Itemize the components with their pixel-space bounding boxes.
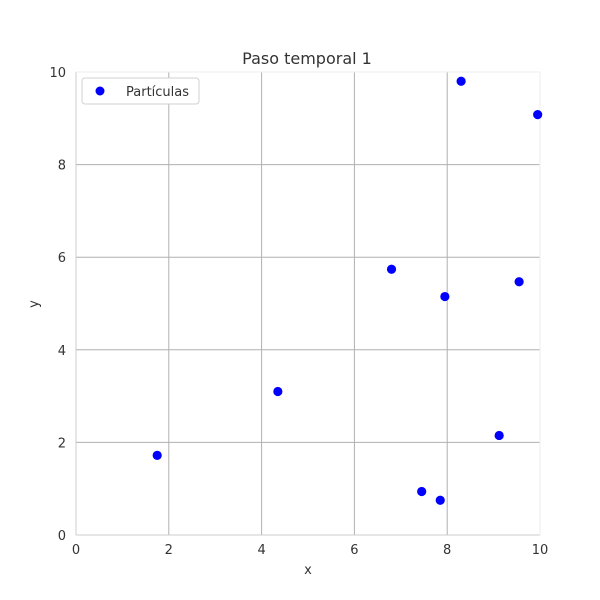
chart-title: Paso temporal 1 — [242, 49, 372, 68]
y-axis-label: y — [27, 300, 42, 308]
x-tick-label: 4 — [257, 543, 265, 558]
x-tick-label: 6 — [350, 543, 358, 558]
tick-labels: 0 2 4 6 8 10 0 2 4 6 8 10 — [49, 66, 548, 558]
axes — [75, 71, 541, 536]
particle-point — [386, 264, 397, 274]
x-tick-label: 10 — [532, 543, 549, 558]
y-tick-label: 4 — [58, 344, 66, 359]
x-tick-label: 8 — [443, 543, 451, 558]
x-axis-label: x — [304, 563, 312, 578]
particle-point — [533, 109, 543, 120]
grid-lines — [76, 72, 540, 535]
legend-label: Partículas — [126, 85, 189, 100]
y-tick-label: 0 — [58, 529, 66, 544]
particle-point — [456, 76, 466, 86]
legend: Partículas — [81, 77, 200, 105]
particle-point — [417, 486, 427, 497]
particle-point — [273, 386, 283, 397]
y-tick-label: 8 — [58, 159, 66, 174]
particle-point — [494, 430, 504, 441]
x-tick-label: 0 — [72, 543, 80, 558]
y-tick-label: 10 — [49, 66, 66, 81]
legend-box — [81, 77, 200, 105]
particle-point — [514, 277, 524, 287]
legend-marker — [95, 86, 105, 96]
y-tick-label: 6 — [58, 251, 66, 266]
particle-point — [435, 495, 445, 505]
particle-point — [152, 450, 162, 460]
y-tick-label: 2 — [58, 436, 66, 451]
particle-point — [440, 291, 450, 302]
data-points — [152, 76, 543, 505]
x-tick-label: 2 — [165, 543, 173, 558]
